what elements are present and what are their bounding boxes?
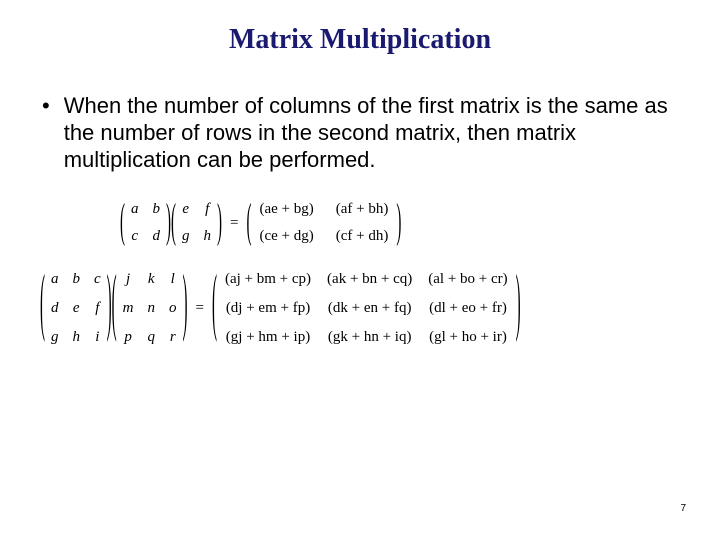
cell: c	[131, 228, 138, 245]
cell: r	[170, 329, 176, 346]
cell: d	[153, 228, 161, 245]
equals-sign: =	[230, 215, 238, 232]
cell: b	[153, 201, 161, 218]
slide: Matrix Multiplication • When the number …	[0, 0, 720, 540]
rparen-icon: )	[396, 140, 401, 306]
page-number: 7	[680, 503, 686, 514]
equations-block: ( a b c d ) ( e f g h ) =	[60, 197, 690, 350]
lparen-icon: (	[212, 101, 217, 516]
rparen-icon: )	[183, 101, 188, 516]
cell: f	[95, 300, 99, 317]
cell: k	[148, 271, 155, 288]
cell: (gk + hn + iq)	[328, 329, 412, 346]
cell: (ce + dg)	[259, 228, 313, 245]
cell: a	[51, 271, 59, 288]
bullet-item: • When the number of columns of the firs…	[42, 92, 670, 173]
cell: h	[73, 329, 81, 346]
equation-2x2: ( a b c d ) ( e f g h ) =	[120, 197, 690, 249]
matrix-A: ( a b c d e f g h i )	[40, 267, 112, 350]
cell: g	[51, 329, 59, 346]
lparen-icon: (	[171, 140, 176, 306]
cell: j	[126, 271, 130, 288]
cell: c	[94, 271, 101, 288]
cell: (cf + dh)	[336, 228, 389, 245]
matrix-result: ( (aj + bm + cp) (ak + bn + cq) (al + bo…	[212, 267, 521, 350]
equals-sign: =	[196, 300, 204, 317]
slide-title: Matrix Multiplication	[30, 24, 690, 56]
cell: b	[73, 271, 81, 288]
cell: (dl + eo + fr)	[429, 300, 507, 317]
cell: i	[95, 329, 99, 346]
cell: f	[205, 201, 209, 218]
rparen-icon: )	[217, 140, 222, 306]
bullet-list: • When the number of columns of the firs…	[42, 92, 670, 173]
cell: p	[124, 329, 132, 346]
rparen-icon: )	[516, 101, 521, 516]
matrix-A: ( a b c d )	[120, 197, 171, 249]
cell: q	[148, 329, 156, 346]
lparen-icon: (	[120, 140, 125, 306]
lparen-icon: (	[40, 101, 45, 516]
cell: (af + bh)	[336, 201, 389, 218]
cell: (dj + em + fp)	[226, 300, 310, 317]
cell: a	[131, 201, 139, 218]
equation-3x3: ( a b c d e f g h i ) ( j k	[40, 267, 690, 350]
bullet-text: When the number of columns of the first …	[64, 92, 670, 173]
cell: h	[204, 228, 212, 245]
cell: (aj + bm + cp)	[225, 271, 311, 288]
cell: (gl + ho + ir)	[429, 329, 507, 346]
cell: (gj + hm + ip)	[226, 329, 310, 346]
cell: d	[51, 300, 59, 317]
cell: n	[148, 300, 156, 317]
cell: e	[73, 300, 80, 317]
matrix-result: ( (ae + bg) (af + bh) (ce + dg) (cf + dh…	[246, 197, 401, 249]
cell: (ae + bg)	[259, 201, 313, 218]
lparen-icon: (	[112, 101, 117, 516]
lparen-icon: (	[246, 140, 251, 306]
cell: (al + bo + cr)	[428, 271, 507, 288]
